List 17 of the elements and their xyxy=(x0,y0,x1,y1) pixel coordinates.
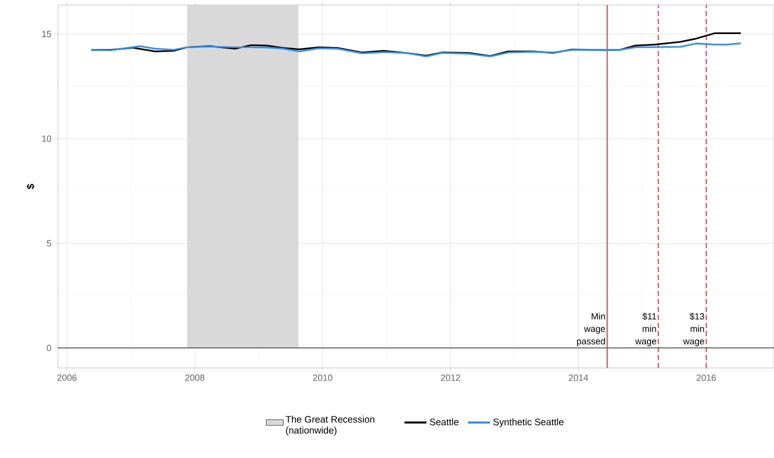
x-tick-label: 2006 xyxy=(57,374,77,381)
legend-label: Seattle xyxy=(430,418,459,426)
x-tick-label: 2012 xyxy=(441,374,460,381)
x-tick-label: 2014 xyxy=(568,374,588,381)
legend-label: The Great Recession (nationwide) xyxy=(286,416,374,436)
y-tick-label: 10 xyxy=(42,136,52,142)
y-tick-label: 0 xyxy=(46,344,52,352)
x-tick-label: 2008 xyxy=(185,374,204,381)
ref-line-label: $11 min wage xyxy=(635,312,656,346)
ref-line-label: Min wage passed xyxy=(577,312,606,346)
ref-line-label: $13 min wage xyxy=(683,312,704,346)
y-axis-title: $ xyxy=(26,184,35,190)
x-tick-label: 2010 xyxy=(313,374,332,381)
y-tick-label: 15 xyxy=(42,30,52,38)
legend-label: Synthetic Seattle xyxy=(493,418,564,428)
x-tick-label: 2016 xyxy=(696,374,716,381)
y-tick-label: 5 xyxy=(46,240,52,246)
